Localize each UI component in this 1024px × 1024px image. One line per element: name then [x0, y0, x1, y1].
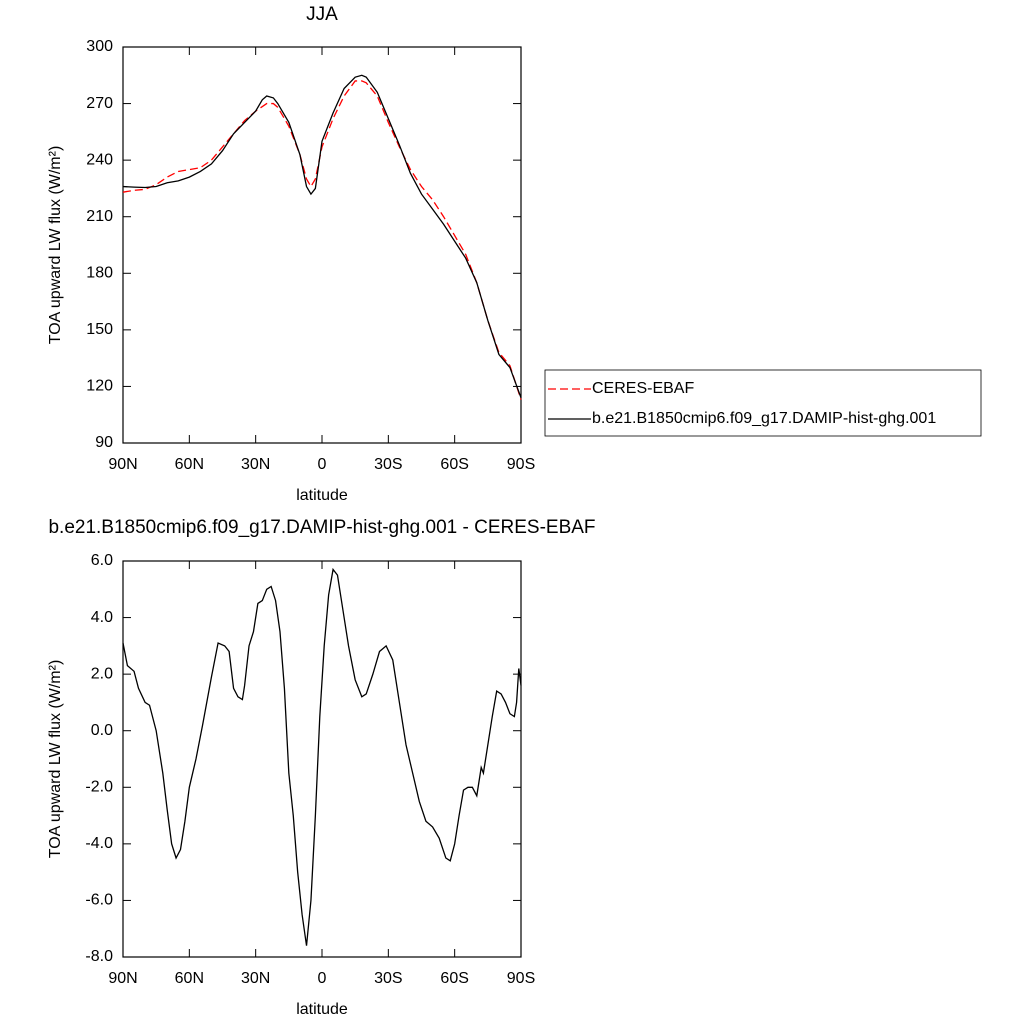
y-tick-label: 210: [86, 208, 113, 225]
y-tick-label: -4.0: [85, 835, 113, 852]
x-tick-label: 30S: [374, 456, 402, 473]
data-line: [122, 80, 522, 400]
legend-label: CERES-EBAF: [592, 380, 694, 397]
x-axis-label: latitude: [296, 487, 348, 504]
y-tick-label: 240: [86, 151, 113, 168]
y-tick-label: 150: [86, 321, 113, 338]
chart-title: JJA: [306, 4, 338, 25]
y-tick-label: 4.0: [91, 609, 113, 626]
x-tick-label: 60N: [175, 456, 204, 473]
x-tick-label: 60S: [440, 970, 468, 987]
x-axis-label: latitude: [296, 1001, 348, 1018]
x-tick-label: 30N: [241, 456, 270, 473]
x-tick-label: 30N: [241, 970, 270, 987]
plot-frame: [122, 46, 522, 444]
y-tick-label: 0.0: [91, 722, 113, 739]
y-tick-label: 120: [86, 378, 113, 395]
x-tick-label: 0: [318, 456, 327, 473]
legend-box: [544, 369, 982, 437]
chart-title: b.e21.B1850cmip6.f09_g17.DAMIP-hist-ghg.…: [48, 517, 595, 538]
panel: b.e21.B1850cmip6.f09_g17.DAMIP-hist-ghg.…: [47, 517, 595, 1018]
data-line: [122, 74, 522, 398]
y-tick-label: 2.0: [91, 665, 113, 682]
x-tick-label: 90S: [507, 970, 535, 987]
legend: CERES-EBAF b.e21.B1850cmip6.f09_g17.DAMIP…: [544, 369, 982, 437]
x-tick-label: 60S: [440, 456, 468, 473]
y-axis-label: TOA upward LW flux (W/m²): [47, 146, 64, 345]
y-tick-label: 90: [95, 434, 113, 451]
panel: JJA latitude TOA upward LW flux (W/m²) 90N 6…: [47, 4, 982, 504]
x-tick-label: 90N: [108, 456, 137, 473]
x-tick-label: 30S: [374, 970, 402, 987]
data-line: [122, 567, 522, 946]
legend-label: b.e21.B1850cmip6.f09_g17.DAMIP-hist-ghg.…: [592, 410, 936, 427]
x-tick-label: 0: [318, 970, 327, 987]
y-tick-label: 180: [86, 265, 113, 282]
y-tick-label: 300: [86, 38, 113, 55]
y-tick-label: 6.0: [91, 552, 113, 569]
y-tick-label: -6.0: [85, 892, 113, 909]
plot-frame: [122, 560, 522, 958]
y-axis-label: TOA upward LW flux (W/m²): [47, 660, 64, 859]
x-tick-label: 90S: [507, 456, 535, 473]
y-tick-label: -2.0: [85, 779, 113, 796]
y-tick-label: 270: [86, 95, 113, 112]
x-tick-label: 90N: [108, 970, 137, 987]
x-tick-label: 60N: [175, 970, 204, 987]
y-tick-label: -8.0: [85, 948, 113, 965]
